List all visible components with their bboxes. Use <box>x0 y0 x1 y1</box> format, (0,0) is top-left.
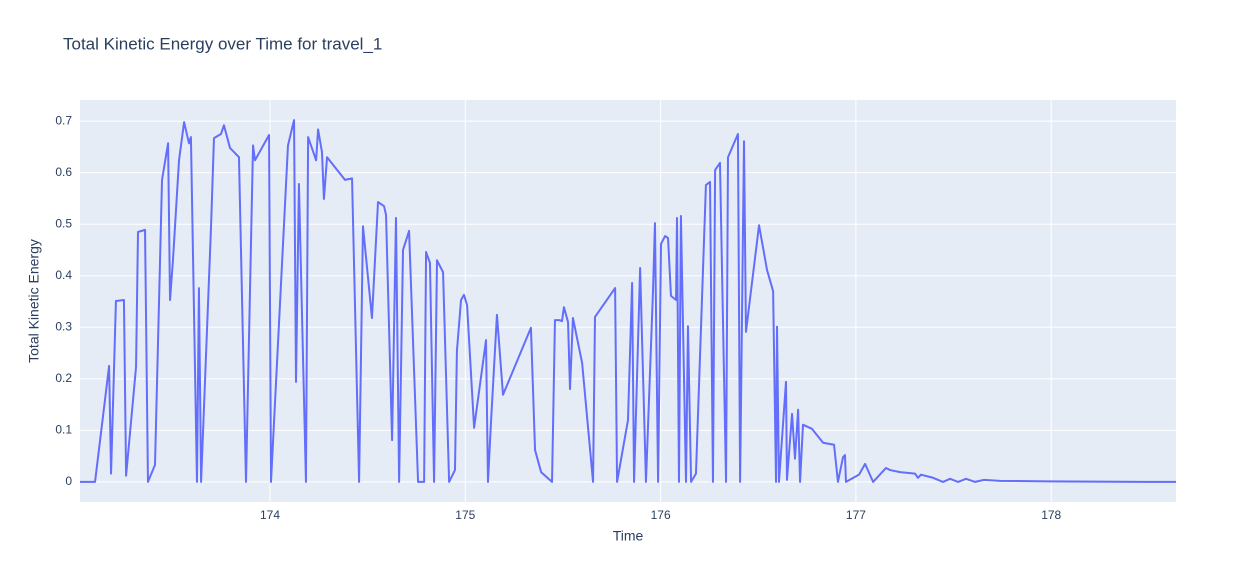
y-tick-label: 0 <box>65 474 72 488</box>
x-axis-title: Time <box>613 528 644 544</box>
y-tick-label: 0.4 <box>55 268 72 282</box>
y-tick-label: 0.3 <box>55 319 72 333</box>
plot-area <box>80 100 1176 502</box>
x-tick-label: 174 <box>260 508 280 522</box>
y-tick-label: 0.7 <box>55 113 72 127</box>
x-tick-label: 177 <box>846 508 866 522</box>
data-line <box>80 119 1176 483</box>
y-tick-label: 0.1 <box>55 423 72 437</box>
y-axis-title: Total Kinetic Energy <box>26 239 42 363</box>
x-tick-label: 175 <box>455 508 475 522</box>
y-tick-label: 0.6 <box>55 165 72 179</box>
x-tick-label: 176 <box>651 508 671 522</box>
y-tick-label: 0.2 <box>55 371 72 385</box>
x-tick-label: 178 <box>1041 508 1061 522</box>
chart-title: Total Kinetic Energy over Time for trave… <box>63 34 382 53</box>
y-tick-label: 0.5 <box>55 216 72 230</box>
